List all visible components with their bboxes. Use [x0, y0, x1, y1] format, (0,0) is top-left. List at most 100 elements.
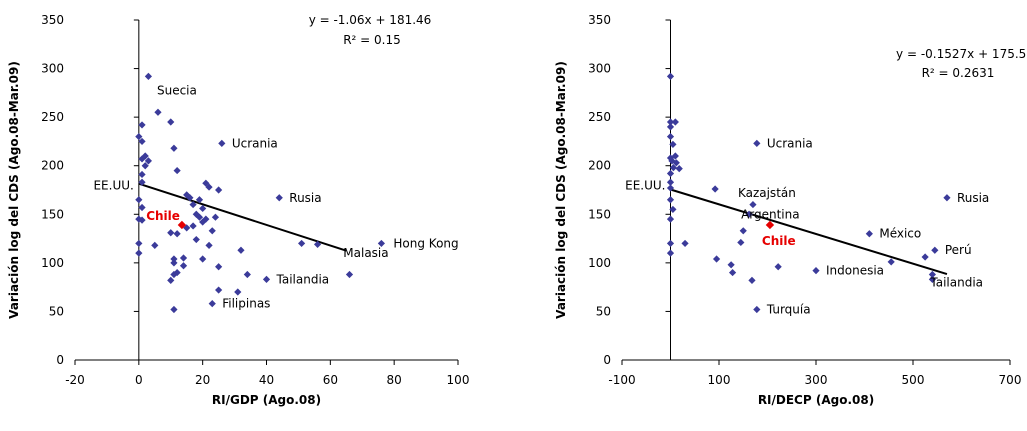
data-point [671, 152, 679, 160]
data-point [666, 249, 675, 257]
data-point [243, 270, 251, 279]
y-axis-title: Variación log del CDS (Ago.08-Mar.09) [7, 61, 21, 319]
data-point [208, 227, 216, 235]
y-tick-label: 200 [588, 159, 611, 173]
data-point [138, 121, 146, 129]
point-label-indonesia: Indonesia [826, 264, 884, 278]
data-point [928, 270, 936, 279]
data-point [669, 140, 677, 148]
x-tick-label: 700 [999, 373, 1022, 387]
data-point [173, 166, 181, 175]
data-point [931, 246, 939, 254]
x-tick-label: 100 [447, 373, 470, 387]
y-tick-label: 200 [41, 159, 64, 173]
y-tick-label: 350 [588, 13, 611, 27]
point-label-kazajstan: Kazajstán [738, 186, 796, 200]
point-label-filipinas: Filipinas [222, 297, 270, 311]
data-point [138, 137, 146, 146]
data-point [887, 258, 895, 266]
data-point [749, 200, 757, 209]
data-point [208, 300, 216, 308]
point-label-ucrania: Ucrania [232, 136, 278, 150]
data-point [179, 262, 188, 270]
trendline [670, 188, 948, 275]
data-point [138, 216, 146, 224]
data-point [205, 241, 213, 249]
point-label-tailandia: Tailandia [929, 275, 983, 289]
y-tick-label: 50 [596, 304, 611, 318]
data-point [681, 239, 689, 248]
point-label-argentina: Argentina [741, 207, 800, 221]
data-point [298, 239, 306, 248]
point-label-mexico: México [879, 227, 921, 241]
data-point [195, 196, 204, 204]
data-point [921, 253, 929, 261]
data-point [712, 255, 721, 263]
data-point [234, 288, 242, 296]
y-tick-label: 350 [41, 13, 64, 27]
data-point [669, 164, 678, 172]
data-point [675, 165, 683, 173]
data-point [666, 123, 675, 131]
data-point [167, 118, 175, 126]
data-point [237, 246, 245, 254]
data-point [666, 132, 675, 141]
x-tick-label: 300 [805, 373, 828, 387]
y-tick-label: 0 [56, 353, 64, 367]
point-label-peru: Perú [945, 243, 972, 257]
point-label-hong-kong: Hong Kong [393, 236, 458, 250]
data-point [205, 183, 213, 191]
data-point [138, 178, 146, 186]
data-point [748, 276, 756, 284]
data-point [262, 275, 271, 283]
r-squared: R² = 0.2631 [922, 66, 995, 80]
data-point [173, 230, 181, 238]
data-point [167, 229, 175, 237]
data-point [728, 268, 737, 277]
x-tick-label: 80 [387, 373, 402, 387]
data-point [199, 218, 207, 226]
point-label-turquia: Turquía [766, 302, 811, 316]
x-tick-label: 60 [323, 373, 338, 387]
data-point [275, 194, 283, 202]
point-label-malasia: Malasia [343, 246, 388, 260]
y-tick-label: 150 [41, 207, 64, 221]
data-point [865, 230, 873, 238]
data-point [218, 139, 226, 147]
data-point [215, 186, 223, 194]
point-label-ee-uu: EE.UU. [625, 179, 665, 193]
data-point [135, 249, 143, 257]
data-point [745, 210, 753, 218]
data-point [141, 162, 149, 170]
data-point [666, 178, 675, 186]
data-point [135, 196, 143, 204]
x-tick-label: 500 [902, 373, 925, 387]
data-point [170, 259, 178, 267]
data-point [666, 239, 675, 248]
point-label-tailandia: Tailandia [276, 272, 330, 286]
data-point [313, 240, 322, 248]
x-tick-label: -100 [608, 373, 635, 387]
data-point [377, 239, 385, 248]
scatter-chart-ri-decp: 0 50 100 150 200 250 300 350 -100 100 300 500 700 RI/… [554, 13, 1027, 407]
data-point [199, 204, 207, 213]
x-tick-label: 100 [708, 373, 731, 387]
y-tick-label: 150 [588, 207, 611, 221]
point-label-suecia: Suecia [157, 83, 197, 97]
x-axis-title: RI/DECP (Ago.08) [758, 393, 874, 407]
y-tick-label: 50 [49, 304, 64, 318]
data-point [666, 118, 675, 126]
x-tick-label: 40 [259, 373, 274, 387]
data-point [186, 194, 194, 202]
data-point [727, 261, 735, 269]
point-label-rusia: Rusia [289, 191, 321, 205]
data-point [215, 286, 223, 294]
data-point [812, 267, 820, 275]
point-label-ucrania: Ucrania [767, 136, 813, 150]
y-tick-label: 300 [41, 62, 64, 76]
data-point [666, 215, 675, 223]
y-tick-label: 100 [41, 256, 64, 270]
data-point [345, 270, 354, 279]
y-axis-title: Variación log del CDS (Ago.08-Mar.09) [554, 61, 568, 319]
data-point [167, 276, 175, 284]
